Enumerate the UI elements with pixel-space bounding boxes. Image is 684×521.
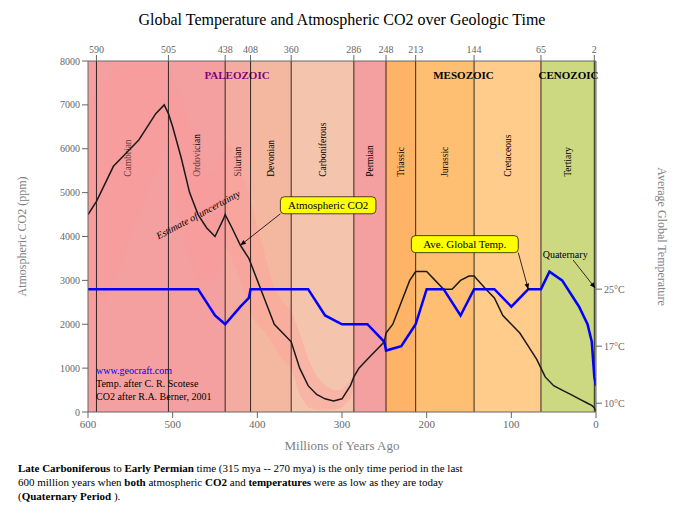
svg-text:200: 200 (418, 418, 435, 430)
svg-text:10°C: 10°C (604, 398, 625, 409)
svg-text:Estimate of uncertainty: Estimate of uncertainty (153, 188, 242, 242)
svg-text:Triassic: Triassic (396, 147, 406, 177)
svg-text:Atmospheric CO2 (ppm): Atmospheric CO2 (ppm) (15, 177, 29, 297)
svg-text:286: 286 (346, 44, 361, 55)
svg-text:Atmospheric CO2: Atmospheric CO2 (288, 199, 368, 211)
svg-text:65: 65 (536, 44, 546, 55)
svg-text:Quaternary: Quaternary (543, 249, 588, 260)
svg-text:Average Global Temperature: Average Global Temperature (655, 167, 669, 306)
svg-text:408: 408 (243, 44, 258, 55)
svg-text:Silurian: Silurian (232, 146, 243, 177)
svg-text:CENOZOIC: CENOZOIC (539, 69, 599, 81)
html-text:Late Carboniferous to Early Pe: Late Carboniferous to Early Permian time… (18, 462, 463, 474)
svg-text:Cretaceous: Cretaceous (503, 134, 513, 177)
svg-text:4000: 4000 (60, 231, 80, 242)
svg-text:5000: 5000 (60, 187, 80, 198)
html-text:600 million years when both at: 600 million years when both atmospheric … (18, 476, 444, 488)
svg-text:2: 2 (592, 44, 597, 55)
svg-text:1000: 1000 (60, 363, 80, 374)
svg-text:590: 590 (89, 44, 104, 55)
svg-text:PALEOZOIC: PALEOZOIC (204, 69, 269, 81)
svg-text:100: 100 (503, 418, 520, 430)
svg-text:6000: 6000 (60, 143, 80, 154)
svg-text:600: 600 (80, 418, 97, 430)
svg-text:7000: 7000 (60, 99, 80, 110)
svg-text:438: 438 (218, 44, 233, 55)
svg-text:360: 360 (284, 44, 299, 55)
html-text:(Quaternary Period).: (Quaternary Period). (18, 490, 121, 502)
svg-text:400: 400 (249, 418, 266, 430)
svg-text:500: 500 (164, 418, 181, 430)
svg-text:144: 144 (467, 44, 482, 55)
svg-text:Carboniferous: Carboniferous (318, 122, 328, 177)
svg-text:8000: 8000 (60, 56, 80, 67)
svg-text:2000: 2000 (60, 319, 80, 330)
svg-text:0: 0 (75, 407, 80, 418)
svg-text:Ave. Global Temp.: Ave. Global Temp. (423, 238, 506, 250)
svg-text:17°C: 17°C (604, 341, 625, 352)
svg-text:MESOZOIC: MESOZOIC (433, 69, 494, 81)
svg-text:0: 0 (593, 418, 599, 430)
svg-text:Tertiary: Tertiary (563, 147, 573, 177)
svg-text:248: 248 (379, 44, 394, 55)
svg-text:3000: 3000 (60, 275, 80, 286)
html-text:Temp. after C. R. Scotese: Temp. after C. R. Scotese (96, 378, 199, 389)
svg-text:505: 505 (161, 44, 176, 55)
html-text:CO2 after R.A. Berner, 2001: CO2 after R.A. Berner, 2001 (96, 391, 212, 402)
svg-text:Devonian: Devonian (266, 140, 276, 177)
html-text:Global Temperature and Atmosph: Global Temperature and Atmospheric CO2 o… (138, 11, 546, 28)
svg-text:25°C: 25°C (604, 284, 625, 295)
html-text:www.geocraft.com: www.geocraft.com (96, 365, 172, 376)
svg-text:Millions of Years Ago: Millions of Years Ago (285, 438, 400, 453)
svg-text:213: 213 (408, 44, 423, 55)
svg-text:300: 300 (334, 418, 351, 430)
svg-text:Permian: Permian (365, 145, 375, 177)
svg-text:Jurassic: Jurassic (440, 147, 450, 177)
